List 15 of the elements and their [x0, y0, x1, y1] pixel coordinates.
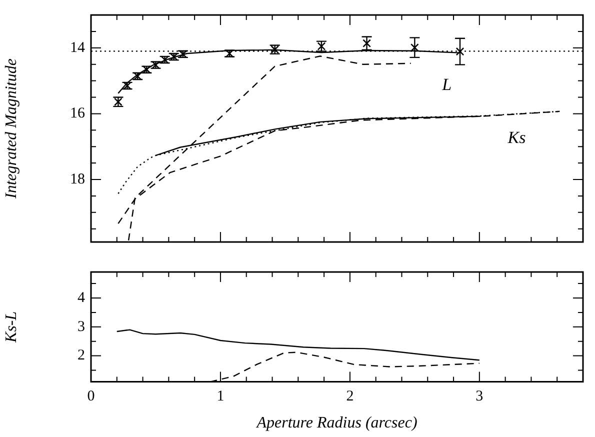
x-axis-title: Aperture Radius (arcsec): [256, 414, 418, 432]
x-tick-label: 0: [87, 388, 95, 405]
y-tick-label: 18: [70, 171, 85, 188]
y-tick-label: 3: [78, 318, 85, 335]
y-axis-title: Ks-L: [2, 311, 20, 344]
y-tick-label: 14: [70, 40, 86, 56]
y-tick-label: 2: [78, 348, 85, 364]
y-tick-label: 16: [70, 106, 86, 122]
x-tick-label: 1: [216, 388, 224, 405]
y-axis-title: Integrated Magnitude: [2, 58, 20, 200]
x-tick-label: 3: [476, 388, 484, 405]
y-tick-label: 4: [78, 290, 86, 306]
series-label: L: [441, 74, 452, 94]
series-label: Ks: [506, 128, 526, 147]
x-tick-label: 2: [346, 388, 354, 405]
